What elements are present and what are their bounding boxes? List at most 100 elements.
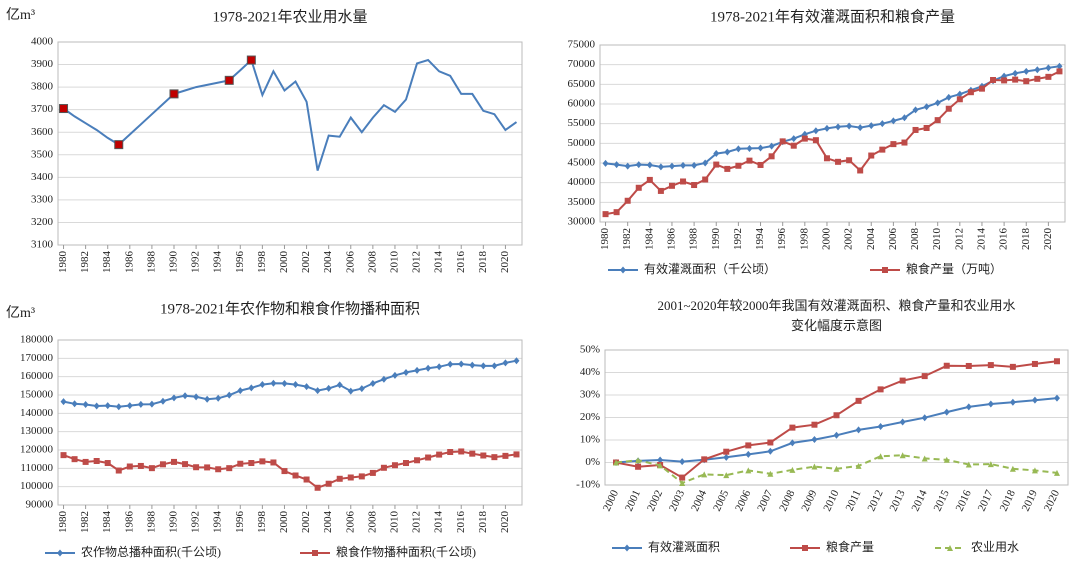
y-tick-label: 3700	[31, 103, 54, 115]
point-marker	[823, 155, 830, 162]
point-marker	[635, 463, 642, 470]
point-marker	[403, 460, 409, 467]
y-tick-label: -10%	[576, 479, 600, 491]
point-marker	[967, 89, 974, 96]
x-tick-label: 1998	[256, 251, 268, 274]
point-marker	[987, 461, 994, 468]
point-marker	[60, 398, 67, 406]
point-marker	[148, 465, 155, 472]
series-line	[605, 70, 1060, 216]
point-marker	[1056, 68, 1063, 75]
x-tick-label: 2006	[733, 488, 753, 513]
point-marker	[713, 161, 720, 168]
x-tick-label: 2005	[711, 488, 731, 513]
point-marker	[724, 148, 731, 156]
x-tick-label: 2010	[388, 251, 400, 274]
point-marker	[1023, 78, 1030, 85]
x-tick-label: 1982	[621, 228, 633, 250]
x-tick-label: 2002	[300, 251, 312, 273]
point-marker	[768, 142, 775, 150]
point-marker	[680, 178, 687, 185]
x-tick-label: 2014	[433, 511, 445, 534]
point-marker	[1001, 77, 1008, 84]
point-marker	[281, 379, 288, 387]
x-tick-label: 1998	[798, 228, 810, 251]
point-marker	[248, 384, 255, 392]
point-marker	[137, 462, 144, 469]
point-marker	[391, 371, 398, 379]
y-tick-label: 3900	[31, 58, 54, 70]
point-marker	[1053, 358, 1060, 365]
x-tick-label: 1986	[665, 228, 677, 251]
point-marker	[403, 368, 409, 376]
point-marker	[877, 453, 884, 460]
point-marker	[947, 545, 953, 551]
point-marker	[325, 480, 332, 487]
point-marker	[811, 436, 818, 444]
x-tick-label: 2003	[667, 488, 687, 513]
point-marker	[657, 187, 664, 194]
point-marker	[491, 362, 498, 370]
chart-subtitle: 变化幅度示意图	[791, 318, 882, 333]
point-marker	[668, 162, 675, 170]
point-marker	[912, 126, 919, 133]
y-tick-label: 55000	[568, 117, 596, 129]
x-tick-label: 2014	[433, 251, 445, 274]
point-marker	[1034, 75, 1041, 82]
chart-title: 1978-2021年有效灌溉面积和粮食产量	[710, 8, 955, 25]
point-marker	[735, 145, 742, 153]
y-tick-label: 3200	[31, 216, 54, 228]
series-line	[615, 397, 1058, 464]
point-marker	[620, 266, 626, 274]
point-marker	[701, 471, 708, 478]
point-marker	[679, 479, 686, 486]
point-marker	[613, 459, 620, 466]
y-tick-label: 40%	[580, 366, 600, 378]
point-marker	[414, 366, 421, 374]
point-marker	[1012, 69, 1019, 77]
point-marker	[921, 373, 928, 380]
point-marker	[215, 466, 222, 473]
point-marker	[899, 418, 906, 426]
point-marker	[171, 394, 177, 402]
y-tick-label: 180000	[20, 334, 54, 346]
x-tick-label: 1994	[212, 511, 224, 534]
point-marker	[890, 141, 897, 148]
x-tick-label: 2016	[455, 511, 467, 534]
point-marker	[943, 362, 950, 369]
point-marker	[723, 453, 730, 461]
point-marker	[855, 426, 862, 434]
point-marker	[923, 103, 930, 111]
point-marker	[745, 442, 752, 449]
point-marker	[104, 402, 111, 410]
point-marker	[890, 117, 897, 125]
legend-label: 农业用水	[971, 540, 1019, 554]
point-marker	[801, 135, 808, 142]
point-marker	[868, 122, 875, 130]
point-marker	[391, 462, 398, 469]
point-marker	[1056, 62, 1063, 70]
x-tick-label: 2008	[366, 251, 378, 274]
point-marker	[303, 383, 310, 391]
x-tick-label: 1982	[79, 251, 91, 273]
point-marker	[126, 463, 133, 470]
x-tick-label: 2012	[411, 511, 423, 533]
point-marker	[757, 161, 764, 168]
point-marker	[312, 550, 318, 556]
point-marker	[458, 360, 465, 368]
point-marker	[746, 157, 753, 164]
point-marker	[833, 412, 840, 419]
point-marker	[877, 386, 884, 393]
point-marker	[226, 465, 233, 472]
point-marker	[790, 135, 797, 143]
point-marker	[757, 144, 764, 152]
point-marker	[137, 400, 144, 408]
point-marker	[237, 460, 244, 467]
y-axis-label: 亿m³	[6, 7, 35, 23]
y-tick-label: 30%	[580, 389, 600, 401]
point-marker	[789, 439, 796, 447]
point-marker	[680, 161, 687, 169]
point-marker	[934, 99, 941, 107]
x-tick-label: 1980	[57, 511, 69, 534]
point-marker	[613, 209, 620, 216]
